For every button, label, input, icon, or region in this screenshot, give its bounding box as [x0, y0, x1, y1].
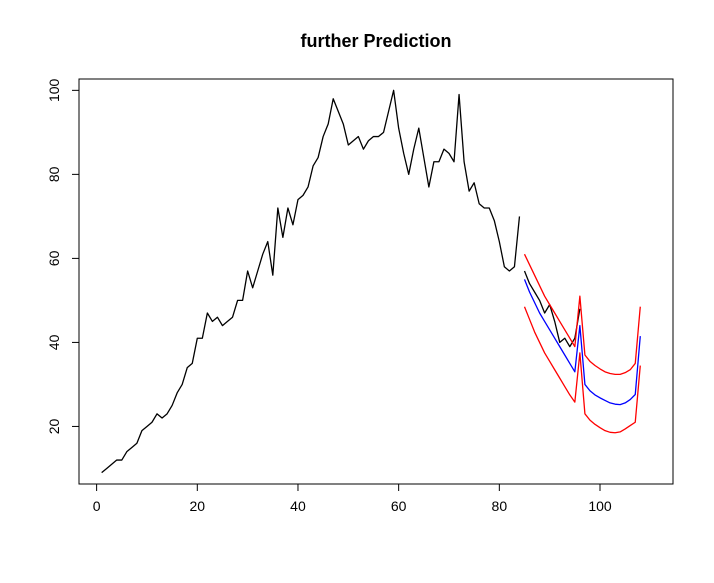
y-tick-label: 20: [46, 418, 62, 434]
y-tick-label: 100: [46, 78, 62, 102]
x-tick-label: 60: [391, 498, 407, 514]
y-axis: 20 40 60 80 100: [46, 78, 80, 434]
x-tick-label: 20: [190, 498, 206, 514]
series-layer: [101, 89, 641, 474]
y-tick-label: 40: [46, 334, 62, 350]
series-line-4: [523, 306, 641, 434]
series-line-3: [523, 253, 641, 376]
y-tick-label: 60: [46, 250, 62, 266]
plot-frame: [78, 78, 674, 485]
series-line-1: [523, 270, 581, 348]
series-line-0: [101, 89, 521, 474]
x-tick-label: 80: [492, 498, 508, 514]
y-tick-label: 80: [46, 166, 62, 182]
chart-title: further Prediction: [300, 31, 451, 51]
series-line-2: [523, 279, 641, 406]
x-tick-label: 40: [290, 498, 306, 514]
x-tick-label: 100: [588, 498, 612, 514]
x-axis: 0 20 40 60 80 100: [93, 483, 612, 514]
x-tick-label: 0: [93, 498, 101, 514]
